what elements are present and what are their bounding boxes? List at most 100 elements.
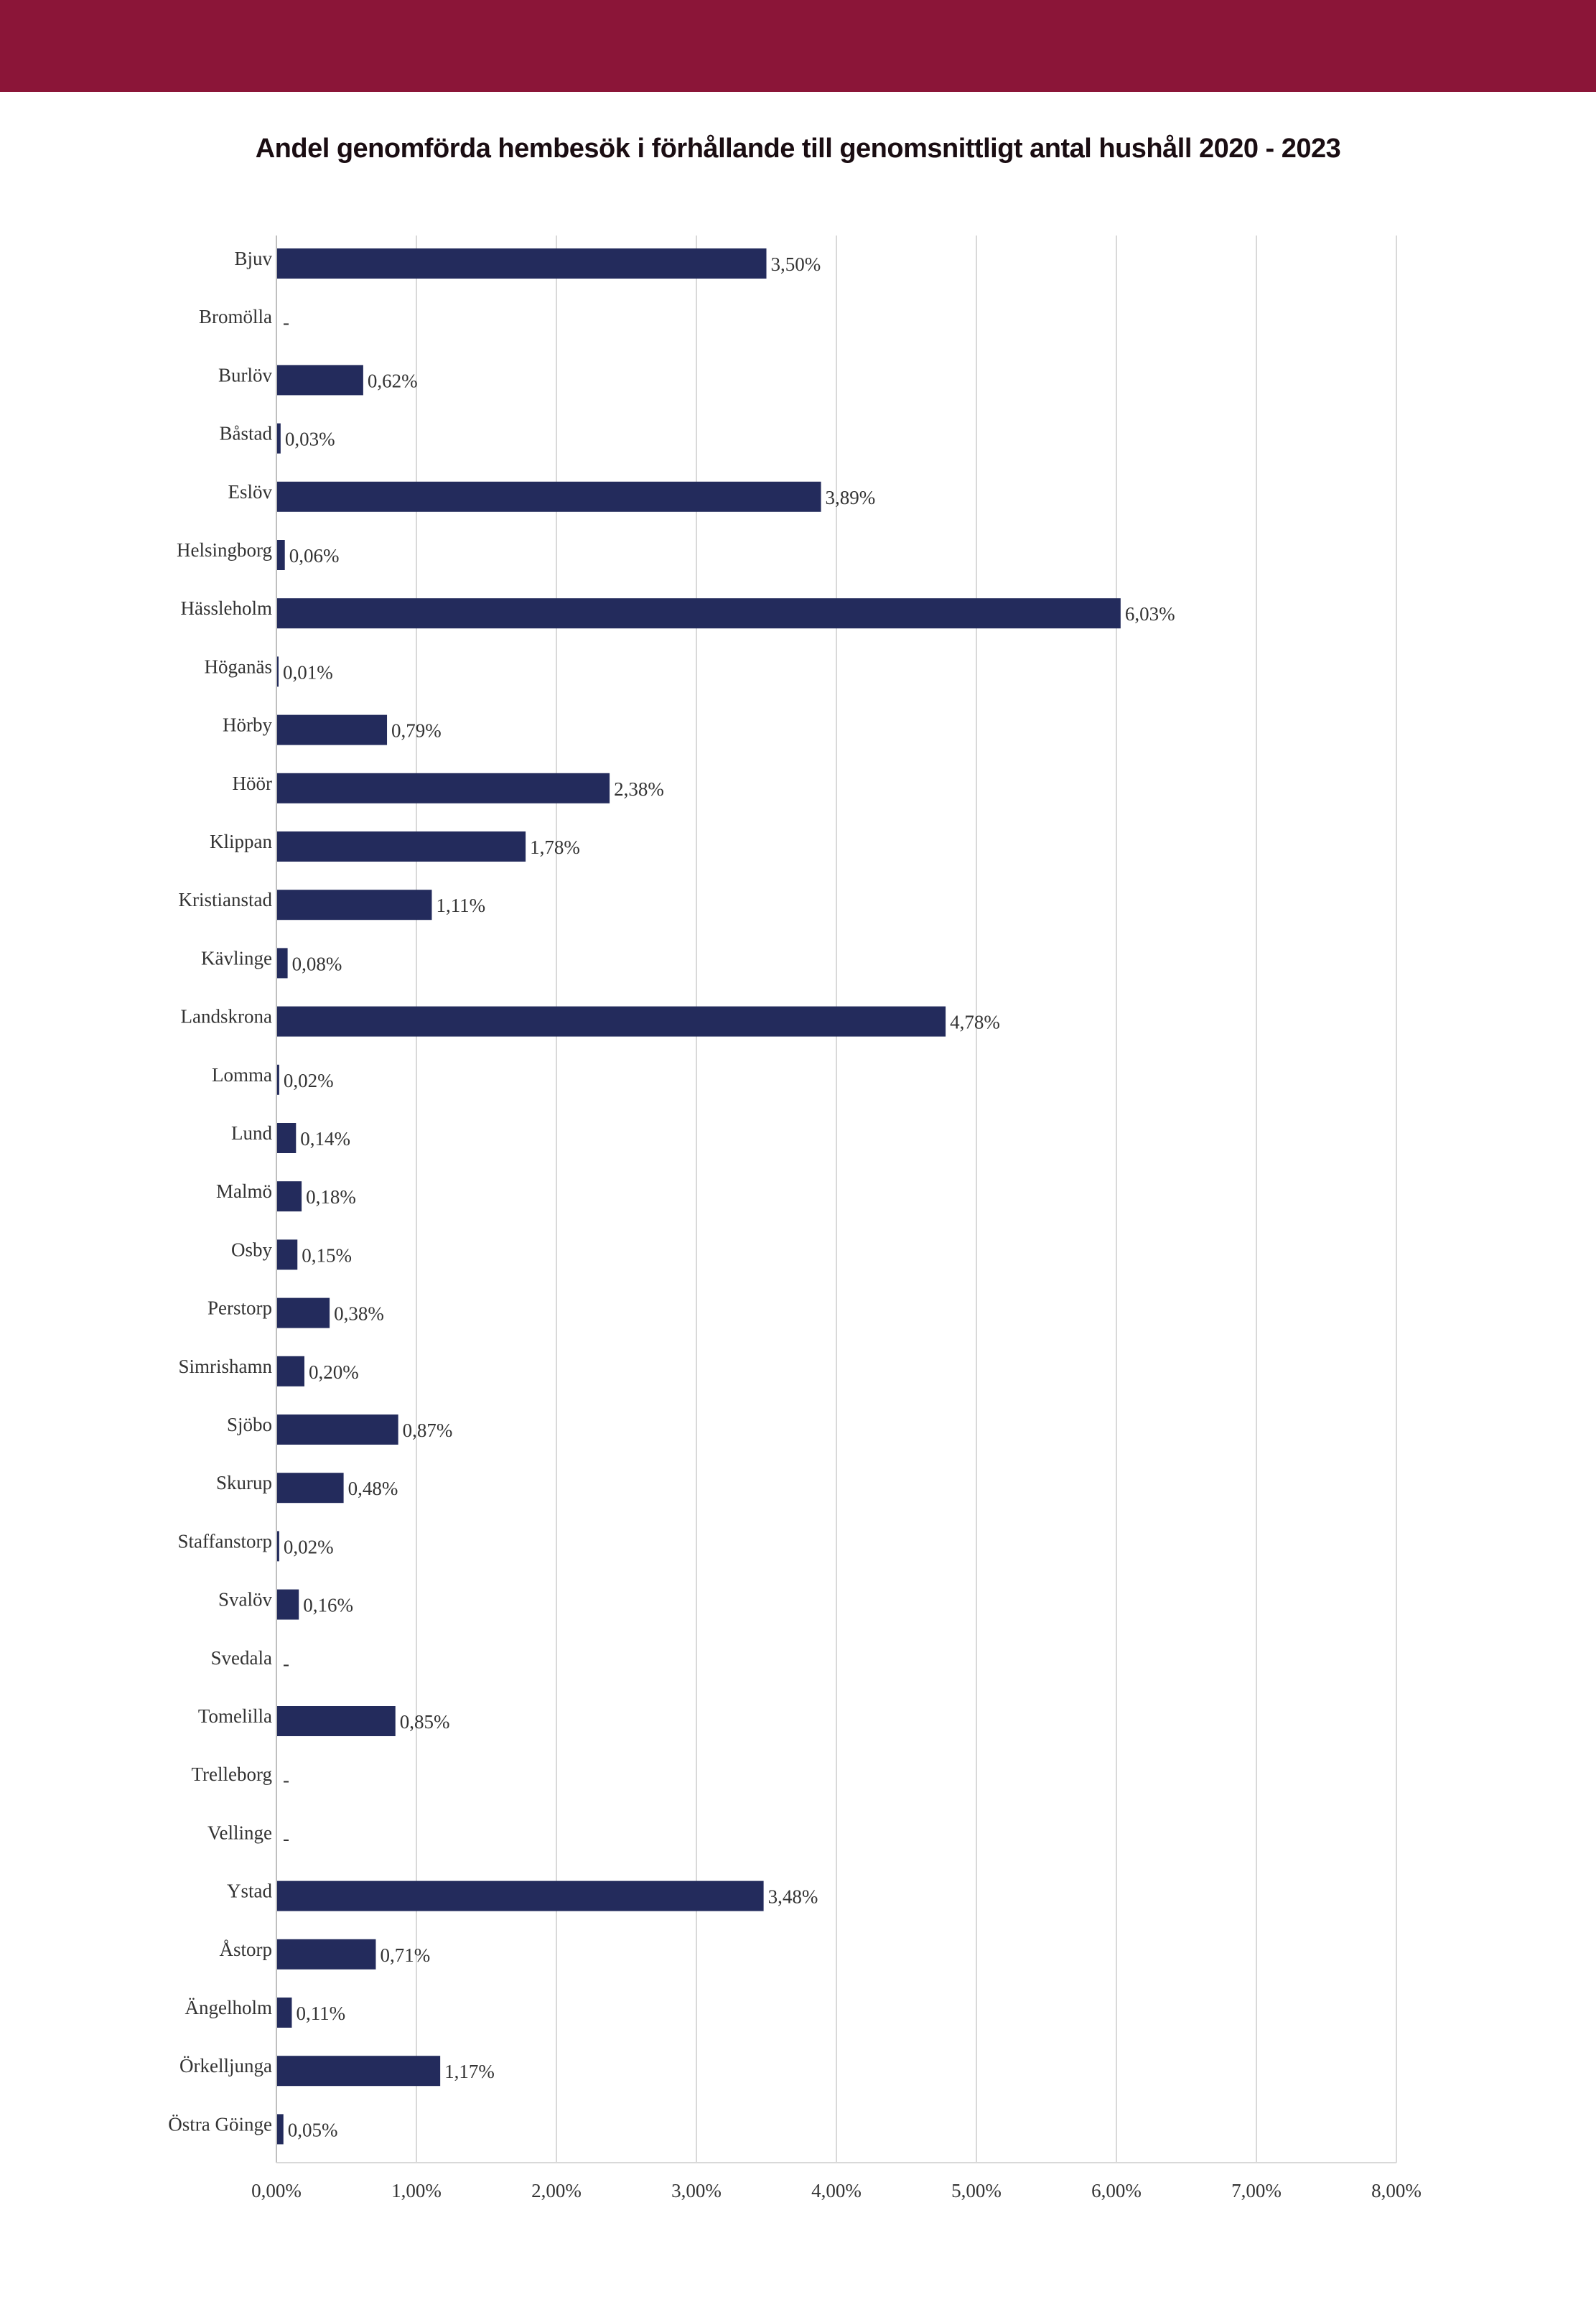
- category-label: Östra Göinge: [168, 2113, 272, 2135]
- x-tick-label: 5,00%: [951, 2180, 1002, 2201]
- data-label: -: [283, 312, 289, 333]
- category-label: Landskrona: [181, 1006, 272, 1027]
- data-label: -: [283, 1769, 289, 1791]
- category-label: Klippan: [210, 831, 272, 852]
- data-label: 0,14%: [300, 1128, 350, 1150]
- category-label: Lund: [231, 1122, 272, 1144]
- x-tick-label: 2,00%: [531, 2180, 582, 2201]
- header-band: [0, 0, 1596, 92]
- bar: [276, 714, 388, 745]
- category-label: Vellinge: [207, 1822, 272, 1843]
- bar: [276, 831, 526, 862]
- category-label: Örkelljunga: [179, 2055, 272, 2077]
- data-label: 0,16%: [303, 1595, 353, 1616]
- bar: [276, 1297, 330, 1328]
- category-label: Svalöv: [218, 1589, 273, 1611]
- bar: [276, 948, 288, 979]
- data-label: 0,79%: [391, 720, 442, 742]
- bar: [276, 481, 821, 512]
- bar: [276, 1006, 946, 1037]
- data-label: 1,11%: [436, 895, 485, 916]
- data-label: 0,08%: [292, 953, 342, 974]
- bar: [276, 1998, 292, 2028]
- category-label: Sjöbo: [227, 1414, 272, 1435]
- category-label: Båstad: [220, 423, 273, 444]
- data-label: -: [283, 1827, 289, 1849]
- bar: [276, 423, 281, 454]
- bar: [276, 1706, 396, 1736]
- data-label: 0,02%: [284, 1536, 334, 1557]
- category-label: Trelleborg: [191, 1763, 272, 1785]
- x-tick-label: 1,00%: [391, 2180, 442, 2201]
- data-label: 0,62%: [368, 370, 418, 391]
- bar: [276, 1123, 297, 1153]
- category-label: Burlöv: [218, 364, 273, 386]
- category-label: Osby: [231, 1239, 273, 1260]
- data-label: 0,11%: [296, 2003, 345, 2024]
- bar: [276, 540, 285, 570]
- bar: [276, 1239, 298, 1270]
- category-label: Ystad: [227, 1880, 272, 1902]
- data-label: 0,15%: [302, 1244, 352, 1266]
- bar: [276, 248, 767, 279]
- category-label: Simrishamn: [178, 1356, 272, 1377]
- bar: [276, 1415, 398, 1445]
- bar: [276, 1356, 304, 1386]
- chart-title: Andel genomförda hembesök i förhållande …: [255, 134, 1341, 164]
- category-label: Kristianstad: [179, 889, 273, 910]
- bar: [276, 1181, 302, 1212]
- category-label: Höganäs: [205, 656, 272, 677]
- category-label: Ängelholm: [185, 1997, 273, 2018]
- category-label: Perstorp: [207, 1297, 272, 1319]
- bar: [276, 890, 432, 921]
- bar: [276, 656, 279, 687]
- data-label: 0,85%: [400, 1711, 450, 1733]
- category-label: Bjuv: [234, 248, 272, 269]
- category-label: Höör: [233, 773, 273, 794]
- bar: [276, 773, 610, 803]
- data-label: 0,06%: [289, 545, 340, 567]
- category-label: Svedala: [211, 1647, 272, 1669]
- bar: [276, 2056, 441, 2087]
- data-label: 0,87%: [403, 1420, 453, 1441]
- data-label: -: [283, 1653, 289, 1674]
- data-label: 2,38%: [614, 778, 664, 800]
- data-label: 3,48%: [768, 1886, 818, 1908]
- data-label: 1,78%: [530, 836, 580, 858]
- data-label: 0,38%: [334, 1303, 384, 1325]
- bar: [276, 365, 363, 396]
- category-label: Eslöv: [228, 481, 272, 503]
- category-label: Kävlinge: [201, 947, 272, 969]
- x-tick-label: 4,00%: [811, 2180, 862, 2201]
- category-label: Staffanstorp: [178, 1530, 272, 1552]
- bar: [276, 1939, 376, 1970]
- x-tick-label: 7,00%: [1231, 2180, 1282, 2201]
- category-label: Åstorp: [220, 1939, 273, 1960]
- x-tick-label: 0,00%: [251, 2180, 302, 2201]
- bar: [276, 1531, 279, 1562]
- data-label: 4,78%: [950, 1012, 1000, 1033]
- category-label: Skurup: [216, 1472, 272, 1493]
- category-label: Malmö: [216, 1180, 272, 1202]
- data-label: 0,03%: [285, 429, 335, 450]
- bar: [276, 2114, 284, 2145]
- category-label: Lomma: [212, 1064, 272, 1086]
- data-label: 0,18%: [306, 1186, 356, 1208]
- bars: Bjuv 3,50%Bromölla -Burlöv 0,62%Båstad 0,03%…: [168, 248, 1175, 2145]
- data-label: 3,89%: [826, 487, 876, 508]
- data-label: 0,20%: [309, 1361, 359, 1383]
- category-label: Helsingborg: [177, 539, 272, 561]
- x-axis: 0,00% 1,00% 2,00% 3,00% 4,00% 5,00% 6,00% 7,00%…: [251, 236, 1422, 2201]
- data-label: 6,03%: [1125, 603, 1175, 625]
- category-label: Hässleholm: [181, 597, 273, 619]
- data-label: 0,71%: [380, 1944, 430, 1966]
- category-label: Bromölla: [199, 306, 272, 327]
- data-label: 3,50%: [771, 253, 821, 275]
- x-tick-label: 8,00%: [1371, 2180, 1422, 2201]
- bar: [276, 1589, 299, 1620]
- x-tick-label: 3,00%: [671, 2180, 722, 2201]
- bar: [276, 1880, 764, 1911]
- data-label: 0,01%: [283, 661, 333, 683]
- x-tick-label: 6,00%: [1091, 2180, 1142, 2201]
